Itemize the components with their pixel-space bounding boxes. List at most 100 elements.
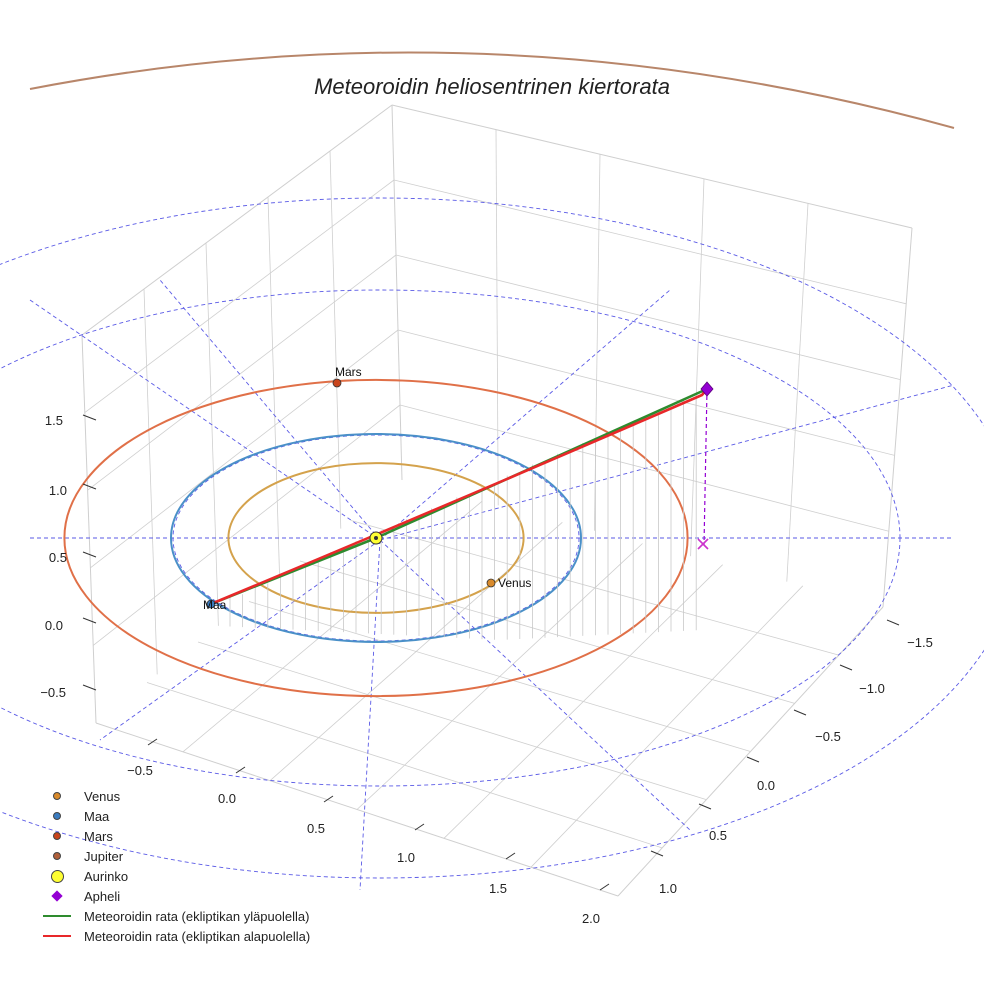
y-tick-label: 1.0 bbox=[659, 881, 677, 896]
grid-line bbox=[395, 254, 901, 380]
maa-marker bbox=[206, 599, 216, 609]
legend-symbol bbox=[36, 786, 78, 806]
guide-line bbox=[29, 299, 381, 541]
body-markers: Venus Maa Mars bbox=[203, 365, 714, 612]
y-tick-label: −1.5 bbox=[907, 635, 933, 650]
z-tick-label: 0.0 bbox=[45, 618, 63, 633]
legend-item: Aurinko bbox=[36, 866, 310, 886]
grid-line bbox=[397, 329, 895, 456]
legend-label: Jupiter bbox=[84, 848, 124, 864]
legend-item: Apheli bbox=[36, 886, 310, 906]
legend-symbol bbox=[36, 866, 78, 886]
apheli-marker bbox=[700, 381, 714, 397]
z-tick-label: −0.5 bbox=[40, 685, 66, 700]
mars-marker bbox=[332, 378, 342, 388]
legend-label: Mars bbox=[84, 828, 113, 844]
legend: Venus Maa Mars Jupiter Aurinko Apheli Meteoroi… bbox=[36, 786, 310, 946]
legend-label: Meteoroidin rata (ekliptikan yläpuolella… bbox=[84, 908, 310, 924]
grid-line bbox=[84, 179, 395, 413]
apheli-ecliptic-marker bbox=[697, 538, 709, 550]
y-tick-label: −1.0 bbox=[859, 681, 885, 696]
grid-line bbox=[495, 129, 499, 506]
legend-symbol bbox=[36, 906, 78, 926]
x-tick-label: 1.5 bbox=[489, 881, 507, 896]
z-tick-label: 1.5 bbox=[45, 413, 63, 428]
legend-label: Meteoroidin rata (ekliptikan alapuolella… bbox=[84, 928, 311, 944]
z-tick bbox=[82, 414, 97, 421]
venus-marker bbox=[486, 578, 496, 588]
x-tick-label: −0.5 bbox=[127, 763, 153, 778]
legend-label: Apheli bbox=[84, 888, 121, 904]
maa-orbit bbox=[170, 433, 582, 643]
venus-label: Venus bbox=[498, 576, 531, 590]
x-tick bbox=[147, 738, 158, 746]
z-tick bbox=[82, 684, 97, 691]
y-tick bbox=[839, 664, 853, 671]
guide-line bbox=[379, 384, 955, 541]
legend-item: Meteoroidin rata (ekliptikan yläpuolella… bbox=[36, 906, 310, 926]
grid-line bbox=[393, 179, 907, 305]
x-tick-label: 2.0 bbox=[582, 911, 600, 926]
aurinko-center bbox=[374, 536, 378, 540]
x-tick-label: 0.0 bbox=[218, 791, 236, 806]
jupiter-orbit-layer bbox=[29, 51, 955, 129]
grid-line bbox=[92, 404, 401, 646]
x-tick bbox=[599, 883, 610, 891]
legend-item: Meteoroidin rata (ekliptikan alapuolella… bbox=[36, 926, 310, 946]
x-tick bbox=[414, 823, 425, 831]
legend-label: Maa bbox=[84, 808, 110, 824]
y-tick bbox=[746, 756, 760, 763]
planet-orbits bbox=[63, 378, 689, 698]
y-tick bbox=[886, 619, 900, 626]
grid-line bbox=[267, 196, 280, 578]
apheli-projection bbox=[703, 388, 708, 546]
grid-line bbox=[443, 564, 723, 839]
legend-symbol bbox=[36, 806, 78, 826]
z-tick-label: 0.5 bbox=[49, 550, 67, 565]
mars-orbit bbox=[63, 378, 689, 698]
grid-line bbox=[90, 329, 399, 569]
y-tick bbox=[793, 709, 807, 716]
z-tick bbox=[82, 483, 97, 490]
y-tick-label: −0.5 bbox=[815, 729, 841, 744]
x-tick-label: 1.0 bbox=[397, 850, 415, 865]
guide-line bbox=[379, 539, 691, 831]
z-tick bbox=[82, 617, 97, 624]
wall-top-left bbox=[81, 104, 393, 336]
grid-line bbox=[399, 404, 889, 532]
wall-top-right bbox=[391, 104, 913, 229]
y-tick bbox=[698, 803, 712, 810]
legend-item: Jupiter bbox=[36, 846, 310, 866]
grid-line bbox=[786, 203, 809, 582]
grid-line bbox=[690, 178, 705, 557]
wall-edge-back bbox=[391, 104, 403, 481]
chart-title: Meteoroidin heliosentrinen kiertorata bbox=[314, 74, 670, 99]
jupiter-orbit bbox=[29, 51, 955, 129]
legend-item: Maa bbox=[36, 806, 310, 826]
wall-edge-right bbox=[882, 227, 913, 608]
x-tick-label: 0.5 bbox=[307, 821, 325, 836]
grid-line bbox=[248, 601, 751, 752]
guide-line bbox=[359, 539, 381, 891]
legend-label: Venus bbox=[84, 788, 121, 804]
axis-grid bbox=[81, 104, 913, 897]
wall-edge-left bbox=[81, 334, 97, 724]
grid-line bbox=[205, 242, 219, 626]
guide-line bbox=[159, 279, 381, 541]
axis-ticks: −0.5 0.0 0.5 1.0 1.5 −0.5 0.0 0.5 1.0 1.5 2.0 −1.5 −… bbox=[40, 413, 933, 926]
legend-symbol bbox=[36, 926, 78, 946]
legend-symbol bbox=[36, 846, 78, 866]
trajectory-layer bbox=[210, 387, 709, 640]
legend-item: Venus bbox=[36, 786, 310, 806]
guide-ellipse bbox=[0, 289, 901, 787]
legend-symbol bbox=[36, 826, 78, 846]
mars-label: Mars bbox=[335, 365, 362, 379]
x-tick bbox=[505, 852, 516, 860]
y-tick bbox=[650, 850, 664, 857]
legend-item: Mars bbox=[36, 826, 310, 846]
x-tick bbox=[323, 795, 334, 803]
grid-line bbox=[87, 254, 397, 491]
trajectory-below bbox=[210, 388, 708, 606]
grid-line bbox=[299, 560, 795, 704]
